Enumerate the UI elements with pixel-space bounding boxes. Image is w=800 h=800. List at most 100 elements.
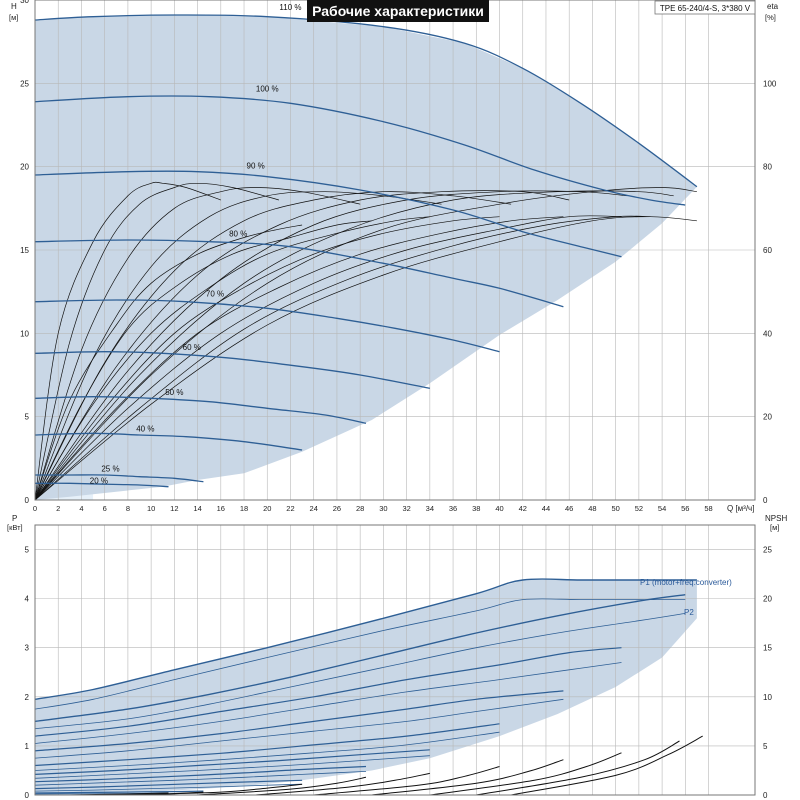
power-curves [34,578,697,795]
speed-label: 20 % [90,476,108,485]
npsh-axis-unit: [м] [770,523,779,532]
power-curve [34,690,564,752]
power-curve [34,771,367,786]
head-curve [34,396,367,424]
flow-tick-label: 22 [286,504,294,513]
efficiency-curve [34,220,372,501]
power-curve [34,731,500,771]
flow-tick-label: 18 [240,504,248,513]
head-tick-label: 15 [20,246,29,255]
power-curve [34,647,622,737]
power-tick-label: 0 [25,791,30,800]
power-tick-label: 3 [25,644,30,653]
flow-tick-label: 16 [217,504,225,513]
power-curve [34,790,204,794]
speed-label: 60 % [183,343,201,352]
flow-tick-label: 10 [147,504,155,513]
operating-area [35,15,697,501]
power-curve [34,723,500,767]
eta-tick-label: 60 [763,246,772,255]
head-curve [34,482,169,488]
flow-tick-label: 6 [103,504,107,513]
flow-tick-label: 44 [542,504,550,513]
head-tick-label: 20 [20,163,29,172]
head-curve [34,299,500,353]
flow-tick-label: 8 [126,504,130,513]
power-curve [34,594,686,723]
power-axis-ticks: 0 1 2 3 4 5 0 5 10 15 20 25 [25,546,773,800]
head-curve [34,432,303,451]
power-npsh-plot: 0 1 2 3 4 5 0 5 10 15 20 25 P [кВт] NPSH [м] P1 (mo… [7,514,787,800]
flow-tick-label: 58 [704,504,712,513]
head-efficiency-plot: 110 %100 %90 %80 %70 %60 %50 %40 %25 %20… [9,0,779,513]
efficiency-curve [34,187,697,501]
npsh-curve [429,752,622,796]
npsh-curve [371,759,564,796]
flow-tick-label: 48 [588,504,596,513]
head-plot-frame [34,0,756,501]
power-curve [34,765,367,783]
speed-label: 70 % [206,290,224,299]
efficiency-curve [34,224,303,501]
eta-axis-unit: [%] [765,13,776,22]
power-curve [34,755,430,779]
flow-tick-label: 52 [635,504,643,513]
power-grid [34,525,755,796]
speed-label: 100 % [256,85,279,94]
flow-tick-label: 12 [170,504,178,513]
flow-tick-label: 30 [379,504,387,513]
flow-tick-label: 0 [33,504,37,513]
head-tick-label: 0 [25,496,30,505]
head-curve [34,474,204,483]
power-curve [34,662,622,744]
speed-label: 40 % [136,425,154,434]
head-curve [34,95,686,206]
efficiency-curve [34,216,697,501]
npsh-axis-label: NPSH [765,514,787,523]
efficiency-curve [34,215,651,501]
power-axis-label: P [12,514,17,523]
power-curve [34,598,686,710]
npsh-curve [313,766,500,796]
flow-tick-label: 56 [681,504,689,513]
head-tick-label: 30 [20,0,29,5]
head-curve [34,239,564,308]
power-tick-label: 5 [25,546,30,555]
efficiency-curve [34,216,564,501]
power-tick-label: 1 [25,742,30,751]
eta-axis-label: eta [767,2,779,11]
flow-tick-label: 28 [356,504,364,513]
efficiency-curve [34,182,279,501]
flow-tick-label: 50 [611,504,619,513]
head-curve [34,170,622,258]
efficiency-curve [34,190,674,501]
head-axis-unit: [м] [9,13,18,22]
head-curves [34,14,698,488]
head-tick-label: 5 [25,413,30,422]
npsh-tick-label: 0 [763,791,768,800]
power-tick-label: 2 [25,693,30,702]
flow-tick-label: 20 [263,504,271,513]
npsh-tick-label: 15 [763,644,772,653]
npsh-tick-label: 20 [763,595,772,604]
legend-p2: P2 [684,608,694,617]
legend-p1: P1 (motor+freq.converter) [640,578,732,587]
npsh-curve [255,772,430,796]
efficiency-curve [34,216,500,501]
npsh-curve [197,776,367,796]
flow-tick-label: 38 [472,504,480,513]
efficiency-curve [34,190,628,501]
power-tick-label: 4 [25,595,30,604]
power-curve [34,779,303,790]
npsh-curve [127,783,303,796]
npsh-curve [476,740,680,796]
flow-tick-label: 54 [658,504,666,513]
flow-tick-label: 40 [495,504,503,513]
eta-tick-label: 100 [763,79,777,88]
power-curve [34,698,564,759]
eta-tick-label: 80 [763,163,772,172]
head-tick-label: 10 [20,329,29,338]
power-axis-unit: [кВт] [7,523,23,532]
